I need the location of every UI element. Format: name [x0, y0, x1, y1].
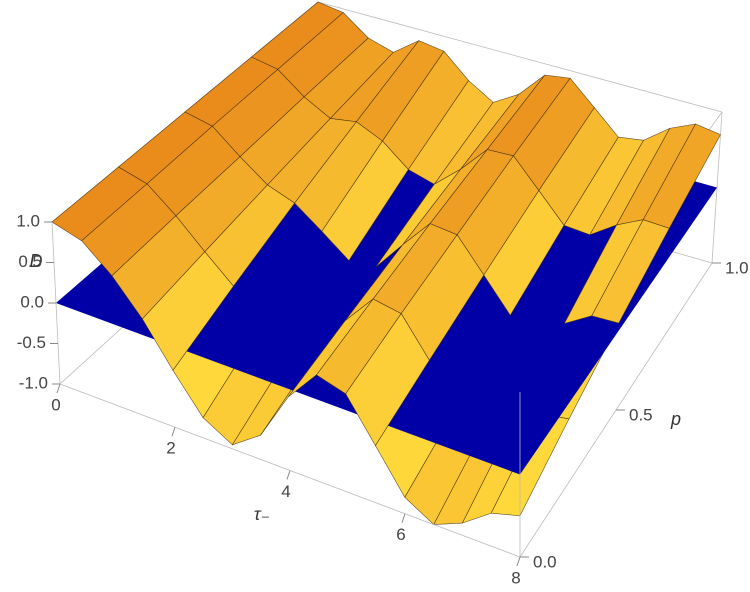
tick-mark	[516, 556, 521, 567]
x-tick-label: 6	[396, 525, 405, 544]
z-tick-label: 1.0	[16, 211, 40, 230]
z-axis-label: D	[30, 251, 43, 271]
z-tick-label: 0.5	[18, 252, 42, 271]
x-tick-label: 0	[51, 395, 60, 414]
y-tick-label: 0.0	[533, 552, 557, 571]
y-tick-label: 1.0	[725, 258, 749, 277]
surface-patch	[141, 251, 234, 371]
x-axis-label: τ₋	[254, 504, 270, 524]
y-axis-label: p	[670, 409, 681, 429]
box-edge	[317, 1, 723, 113]
tick-mark	[56, 383, 61, 394]
x-tick-label: 8	[511, 568, 520, 587]
z-tick-label: -0.5	[17, 333, 46, 352]
surface-patch	[321, 140, 409, 262]
surface-patch	[483, 190, 565, 316]
surface-patch	[345, 313, 430, 447]
tick-mark	[401, 513, 406, 523]
tick-mark	[286, 470, 291, 480]
surface-patch	[591, 219, 670, 324]
x-tick-label: 4	[281, 482, 290, 501]
z-tick-label: -1.0	[19, 373, 48, 392]
x-tick-label: 2	[166, 439, 175, 458]
y-tick-label: 0.5	[629, 405, 653, 424]
z-tick-label: 0.0	[20, 292, 44, 311]
tick-mark	[171, 427, 176, 437]
